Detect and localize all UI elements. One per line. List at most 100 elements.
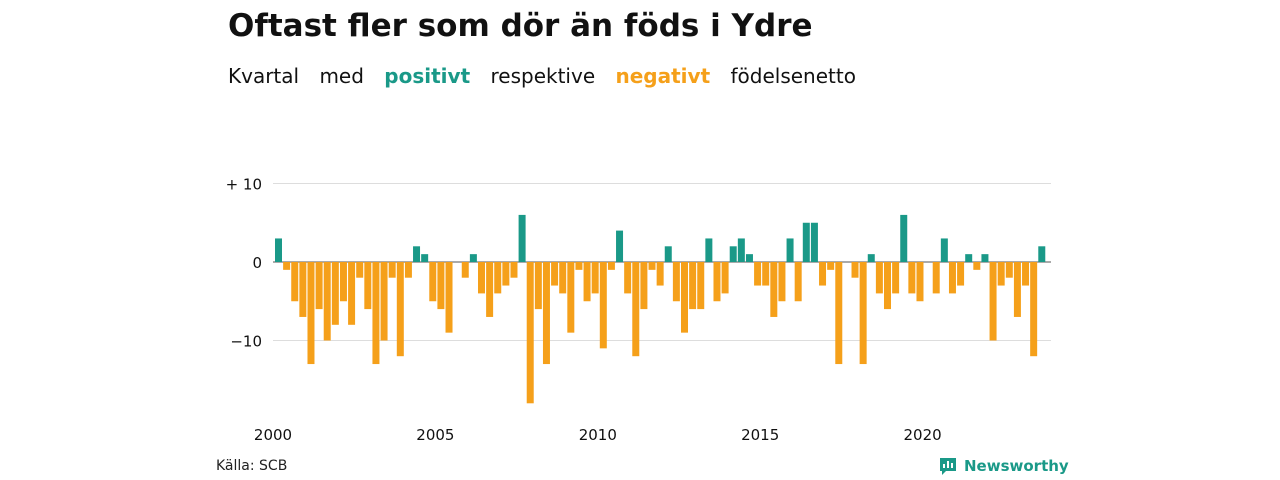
bar [429, 262, 437, 302]
bar [583, 262, 591, 302]
bar [802, 222, 810, 262]
y-tick-label: −10 [230, 333, 262, 351]
bar [940, 238, 948, 262]
bar [1013, 262, 1021, 317]
bar [518, 214, 526, 262]
bar [526, 262, 534, 404]
bar [388, 262, 396, 278]
bar [404, 262, 412, 278]
bar [778, 262, 786, 302]
bar [705, 238, 713, 262]
bar [908, 262, 916, 294]
bar [372, 262, 380, 365]
bar [551, 262, 559, 286]
bar [900, 214, 908, 262]
bar [794, 262, 802, 302]
bar [819, 262, 827, 286]
x-tick-label: 2010 [579, 426, 617, 444]
bar [835, 262, 843, 365]
bar [948, 262, 956, 294]
bar [867, 254, 875, 262]
bar [542, 262, 550, 365]
bar [827, 262, 835, 270]
bar [437, 262, 445, 310]
bar [534, 262, 542, 310]
bar [786, 238, 794, 262]
bar [721, 262, 729, 294]
bar [664, 246, 672, 262]
bar [875, 262, 883, 294]
bar [494, 262, 502, 294]
bar [591, 262, 599, 294]
bar [745, 254, 753, 262]
bar [624, 262, 632, 294]
bar [339, 262, 347, 302]
bar [607, 262, 615, 270]
bar [291, 262, 299, 302]
subtitle-positive-label: positivt [384, 64, 471, 88]
bar [1030, 262, 1038, 357]
y-tick-label: + 10 [226, 176, 262, 194]
bar [502, 262, 510, 286]
bar [445, 262, 453, 333]
x-tick-label: 2020 [904, 426, 942, 444]
x-tick-label: 2000 [254, 426, 292, 444]
bar [461, 262, 469, 278]
bar [315, 262, 323, 310]
bar [762, 262, 770, 286]
subtitle-negative-label: negativt [615, 64, 711, 88]
bar [884, 262, 891, 310]
bar [632, 262, 640, 357]
source-note: Källa: SCB [216, 458, 288, 474]
bar [689, 262, 697, 310]
bar [1022, 262, 1030, 286]
bar [1038, 246, 1046, 262]
bar [770, 262, 778, 317]
bar [916, 262, 924, 302]
chart-subtitle: Kvartal med positivt respektive negativt… [228, 64, 870, 88]
subtitle-word: respektive [490, 64, 596, 88]
chart-title: Oftast fler som dör än föds i Ydre [228, 8, 813, 44]
bar [981, 254, 989, 262]
bar [413, 246, 421, 262]
bar [307, 262, 315, 365]
bar [729, 246, 737, 262]
bar [567, 262, 575, 333]
bar [299, 262, 307, 317]
bar [973, 262, 981, 270]
bar [859, 262, 867, 365]
bar [331, 262, 339, 325]
bar [932, 262, 940, 294]
subtitle-word: födelsenetto [730, 64, 856, 88]
bar [997, 262, 1005, 286]
bar [469, 254, 477, 262]
bar [396, 262, 404, 357]
newsworthy-logo-icon [940, 458, 956, 475]
bar [640, 262, 648, 310]
bar [737, 238, 745, 262]
bar [851, 262, 859, 278]
bar [957, 262, 965, 286]
bar [478, 262, 485, 294]
bar [810, 222, 818, 262]
bar [486, 262, 494, 317]
subtitle-word: Kvartal [228, 64, 300, 88]
bar [697, 262, 705, 310]
bar [672, 262, 680, 302]
y-tick-label: 0 [252, 254, 262, 272]
bar [380, 262, 388, 341]
bar [356, 262, 364, 278]
bar [892, 262, 900, 294]
subtitle-word: med [319, 64, 364, 88]
bar [559, 262, 567, 294]
bar [364, 262, 372, 310]
bar [510, 262, 518, 278]
brand-name: Newsworthy [964, 457, 1069, 475]
bar [348, 262, 356, 325]
bar [323, 262, 331, 341]
bar [283, 262, 291, 270]
bar [754, 262, 762, 286]
bar [965, 254, 973, 262]
bar [989, 262, 997, 341]
